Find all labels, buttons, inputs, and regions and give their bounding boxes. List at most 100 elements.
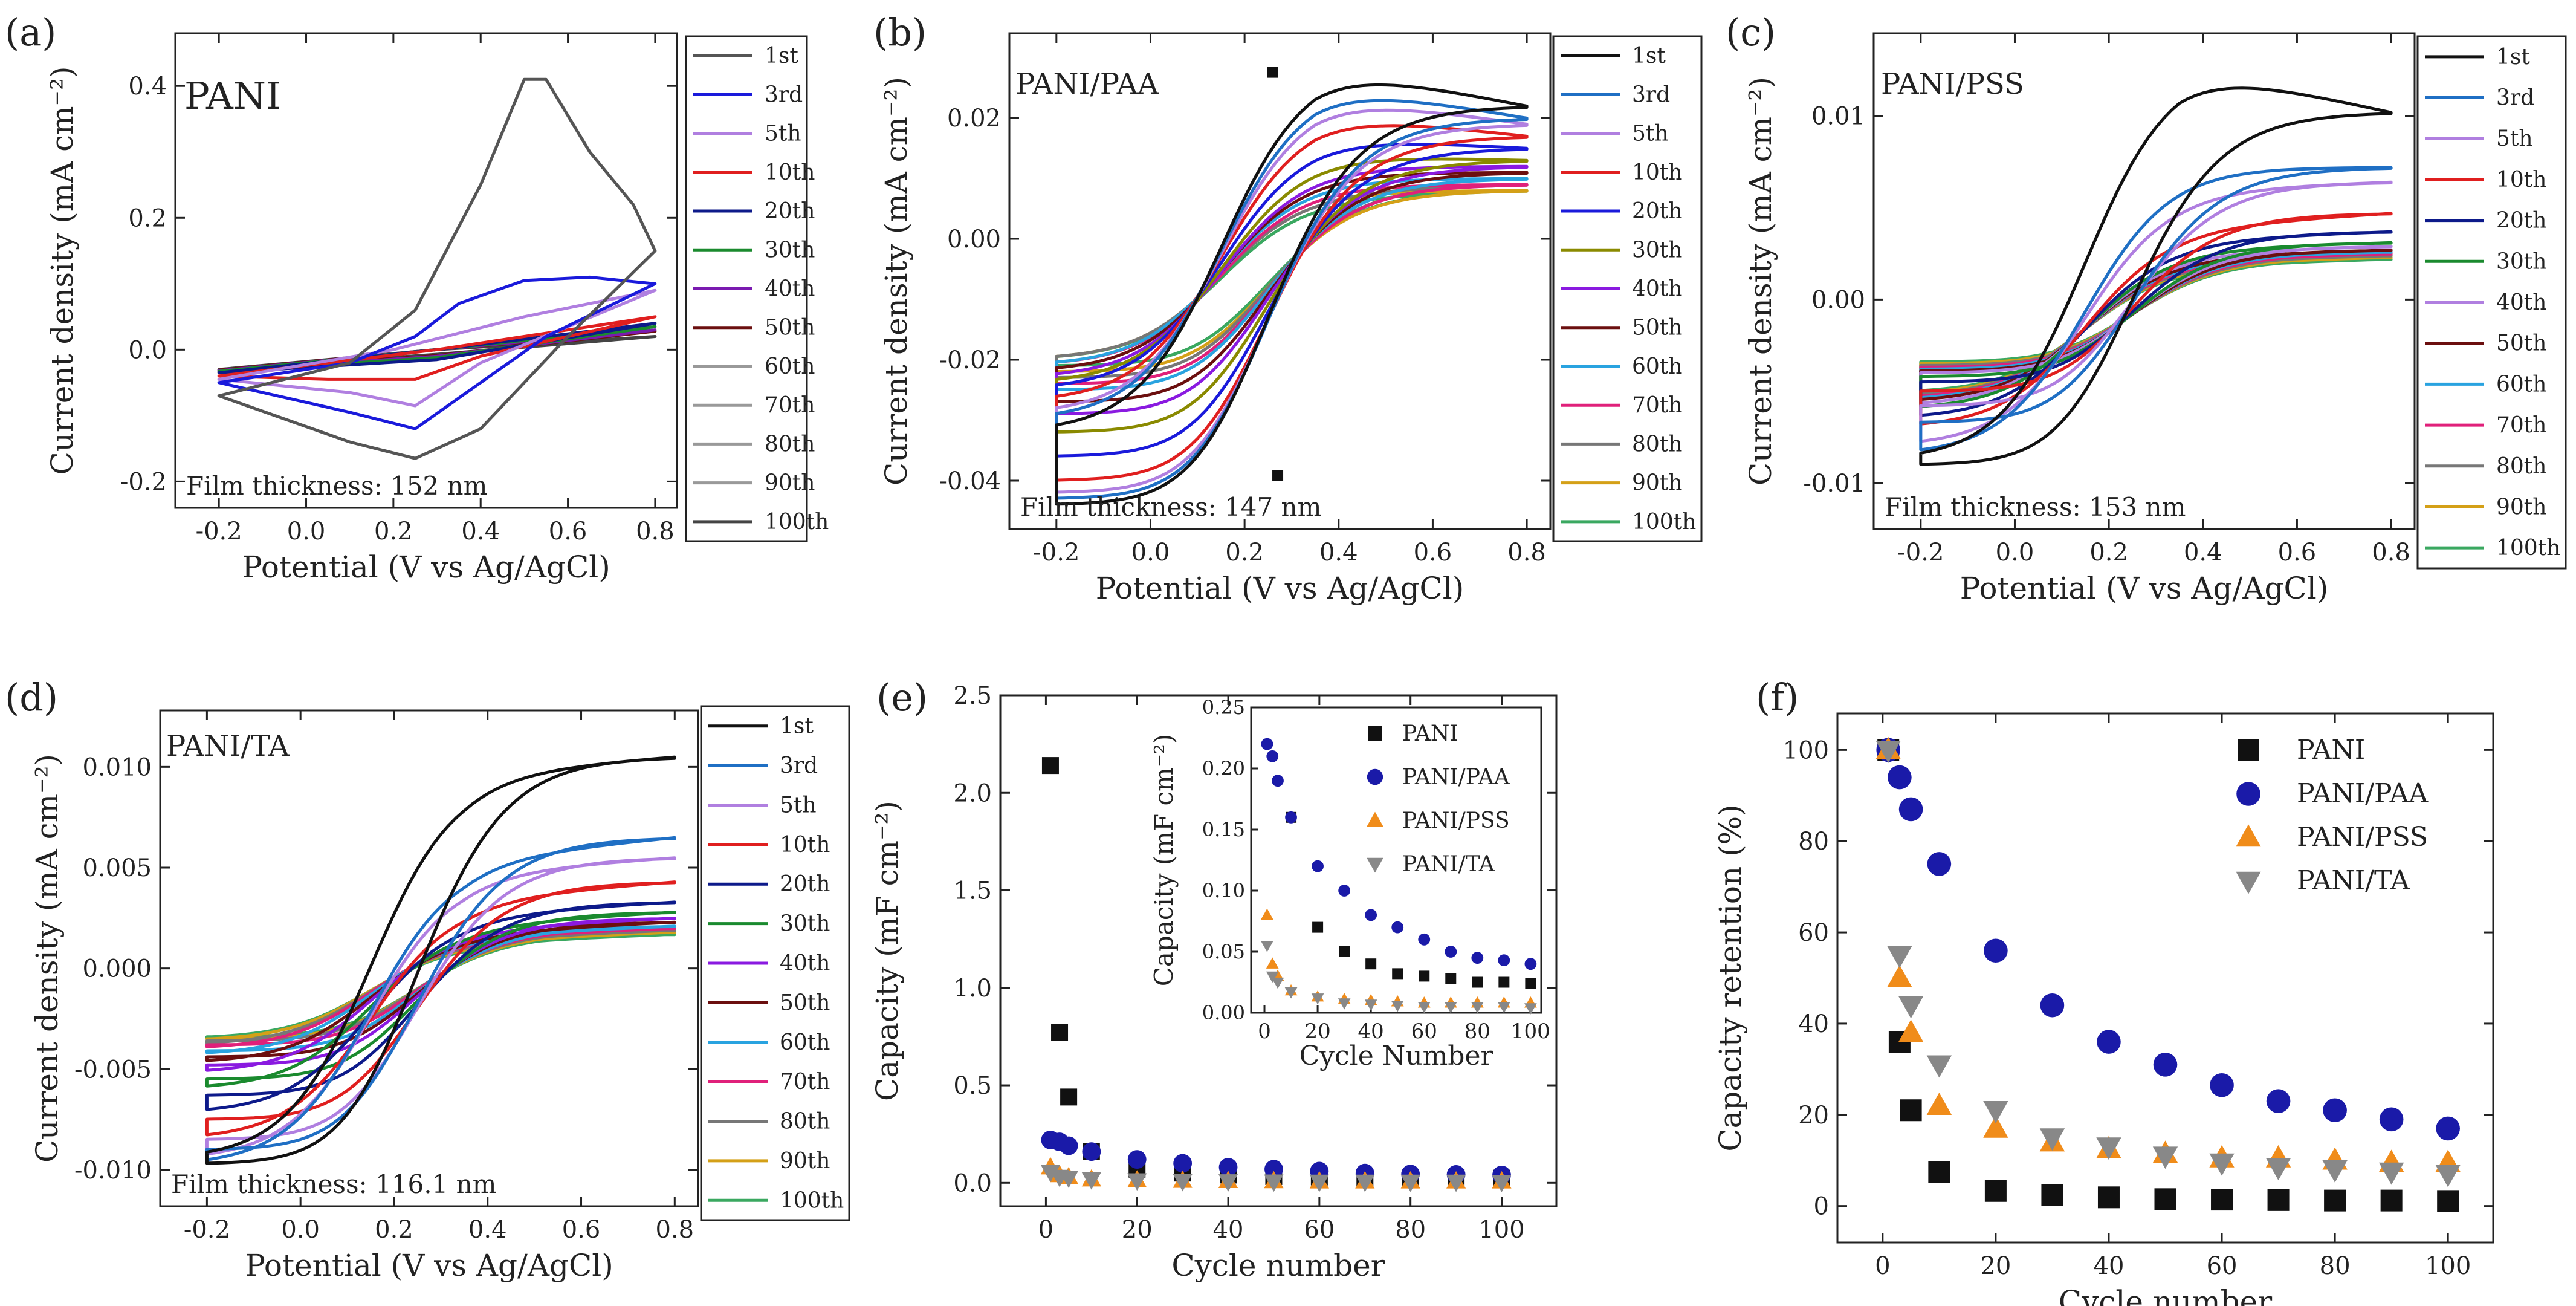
cv-curves bbox=[1055, 83, 1529, 506]
data-point-PANI/PSS bbox=[1926, 1093, 1952, 1116]
data-point-PANI/TA bbox=[1264, 1174, 1284, 1192]
y-tick-label: -0.010 bbox=[74, 1157, 152, 1184]
x-tick-label: 40 bbox=[2094, 1252, 2125, 1280]
inset-point-PANI/PAA bbox=[1266, 750, 1279, 762]
panel-2: -0.2 0.0 0.2 0.4 0.6 0.8 -0.01 0.00 0.01 Potentia… bbox=[1726, 10, 2567, 606]
plot-frame bbox=[999, 694, 1558, 1207]
cv-curve-5th bbox=[1919, 180, 2393, 443]
panel-name: PANI/PAA bbox=[1015, 67, 1159, 101]
x-tick-label: 0.8 bbox=[655, 1216, 694, 1244]
x-tick-label: 40 bbox=[1213, 1216, 1244, 1244]
x-tick-label: 0.4 bbox=[461, 518, 500, 545]
legend-label: 30th bbox=[2496, 249, 2546, 274]
legend: 1st 3rd 5th 10th 20th 30th 40th 50th 60th 70th 80t… bbox=[2416, 35, 2567, 570]
inset-x-title: Cycle Number bbox=[1299, 1041, 1493, 1071]
x-tick-label: 80 bbox=[1395, 1216, 1426, 1244]
legend-label: 70th bbox=[1632, 393, 1682, 418]
legend-label: 1st bbox=[780, 714, 814, 739]
inset-y-title: Capacity (mF cm⁻²) bbox=[1149, 734, 1179, 986]
y-tick-label: -0.02 bbox=[939, 346, 1001, 374]
main-points bbox=[1040, 757, 1512, 1192]
data-point-PANI/PAA bbox=[2153, 1053, 2178, 1077]
inset: 0 20 40 60 80 100 0.00 0.05 0.10 0.15 0.20 0.25 Cycl… bbox=[1149, 67, 1550, 1071]
y-tick-label: 0.00 bbox=[1811, 286, 1865, 314]
film-thickness: Film thickness: 153 nm bbox=[1885, 492, 2186, 522]
x-tick-label: -0.2 bbox=[1033, 539, 1079, 567]
data-point-PANI/TA bbox=[1173, 1174, 1193, 1192]
x-tick-label: 20 bbox=[1122, 1216, 1153, 1244]
inset-point-PANI/TA bbox=[1497, 1002, 1510, 1013]
y-tick-label: 0.02 bbox=[947, 105, 1001, 132]
plot-frame bbox=[1836, 712, 2494, 1244]
x-tick-label: 0 bbox=[1875, 1252, 1890, 1280]
y-tick-label: 0.2 bbox=[128, 204, 167, 232]
data-point-PANI/TA bbox=[1081, 1172, 1101, 1190]
data-point-PANI bbox=[1900, 1099, 1922, 1122]
legend-label: PANI bbox=[1402, 721, 1458, 746]
data-point-PANI bbox=[1928, 1161, 1950, 1183]
legend-label: 70th bbox=[765, 393, 815, 418]
legend-label: 5th bbox=[765, 122, 801, 146]
main-points bbox=[1875, 736, 2461, 1212]
cv-curve-90th bbox=[205, 931, 676, 1041]
x-tick-label: 0.2 bbox=[375, 1216, 413, 1244]
legend-label: 20th bbox=[2496, 209, 2546, 233]
legend-label: 3rd bbox=[2496, 86, 2534, 111]
cv-curve-1st bbox=[205, 755, 676, 1165]
x-tick-label: 0.0 bbox=[281, 1216, 320, 1244]
inset-x-tick-label: 100 bbox=[1511, 1019, 1550, 1044]
x-tick-label: 100 bbox=[1478, 1216, 1524, 1244]
x-tick-label: 0.4 bbox=[1319, 539, 1358, 567]
y-axis-title: Current density (mA cm⁻²) bbox=[30, 754, 65, 1163]
panel-3: -0.2 0.0 0.2 0.4 0.6 0.8 -0.010 -0.005 0.000 0.00… bbox=[5, 675, 850, 1283]
inset-point-PANI/TA bbox=[1417, 1002, 1431, 1013]
data-point-PANI/TA bbox=[1926, 1055, 1952, 1078]
data-point-PANI bbox=[1060, 1088, 1078, 1106]
inset-y-tick-label: 0.00 bbox=[1202, 1001, 1245, 1024]
legend-label: 90th bbox=[1632, 471, 1682, 496]
inset-point-PANI/TA bbox=[1311, 993, 1324, 1005]
data-point-PANI/TA bbox=[2378, 1162, 2404, 1185]
cv-curve-20th bbox=[1055, 143, 1529, 458]
x-axis-title: Potential (V vs Ag/AgCl) bbox=[1960, 571, 2329, 606]
data-point-PANI/PAA bbox=[2436, 1116, 2460, 1141]
legend-label: 80th bbox=[2496, 454, 2546, 479]
data-point-PANI/PAA bbox=[2210, 1073, 2234, 1097]
x-tick-label: 20 bbox=[1980, 1252, 2011, 1280]
data-point-PANI/PAA bbox=[1927, 852, 1952, 876]
legend-label: 100th bbox=[765, 510, 829, 534]
legend-marker-PANI bbox=[2238, 739, 2259, 761]
inset-point-PANI/PAA bbox=[1418, 933, 1431, 946]
cv-curves bbox=[205, 755, 676, 1165]
legend-label: PANI/TA bbox=[1402, 852, 1495, 877]
y-tick-label: -0.04 bbox=[939, 467, 1001, 495]
y-tick-label: 0.005 bbox=[82, 854, 152, 882]
y-tick-label: 0.5 bbox=[953, 1072, 992, 1100]
data-point-PANI/PAA bbox=[2266, 1089, 2291, 1113]
legend-label: 30th bbox=[780, 912, 830, 937]
film-thickness: Film thickness: 147 nm bbox=[1020, 492, 1321, 522]
data-point-PANI bbox=[2097, 1186, 2120, 1209]
inset-point-PANI/TA bbox=[1271, 977, 1284, 989]
cv-curve-5th bbox=[217, 288, 657, 408]
inset-y-tick-label: 0.15 bbox=[1202, 818, 1245, 841]
data-point-PANI/TA bbox=[1218, 1174, 1238, 1192]
y-tick-label: 1.5 bbox=[953, 877, 992, 905]
y-tick-label: 0.000 bbox=[82, 955, 152, 983]
legend-label: 80th bbox=[765, 432, 815, 456]
legend-marker-PANI/TA bbox=[1367, 857, 1383, 873]
data-point-PANI/PAA bbox=[2097, 1030, 2121, 1054]
data-point-PANI/PAA bbox=[1888, 765, 1912, 790]
x-tick-label: 80 bbox=[2320, 1252, 2351, 1280]
legend-label: 90th bbox=[2496, 495, 2546, 519]
data-point-PANI/PAA bbox=[1173, 1154, 1193, 1173]
y-tick-label: 0 bbox=[1814, 1193, 1829, 1221]
plot-frame bbox=[1872, 32, 2416, 530]
plot-frame bbox=[159, 709, 699, 1207]
data-point-PANI bbox=[1041, 757, 1059, 775]
inset-point-PANI/TA bbox=[1524, 1003, 1537, 1015]
x-tick-label: 100 bbox=[2425, 1252, 2471, 1280]
y-tick-label: 100 bbox=[1783, 736, 1829, 764]
data-point-PANI/PAA bbox=[1898, 797, 1923, 822]
inset-point-PANI/PSS bbox=[1261, 908, 1273, 920]
